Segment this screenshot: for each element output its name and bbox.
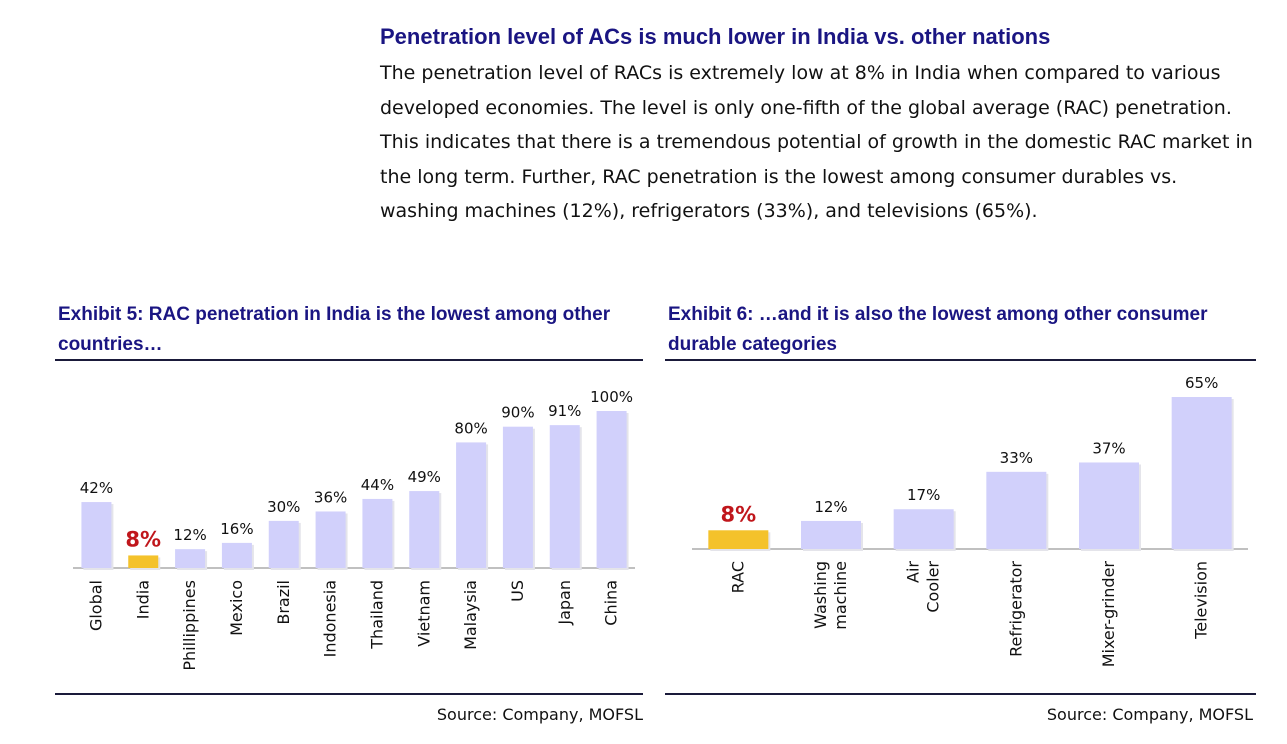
bar-phillippines — [175, 549, 206, 568]
bar-indonesia — [315, 511, 346, 568]
data-label-japan: 91% — [548, 402, 581, 420]
bar-mixer-grinder — [1079, 462, 1139, 549]
tick-label-mexico: Mexico — [227, 580, 246, 636]
data-label-rac: 8% — [721, 502, 757, 526]
bar-air-cooler — [893, 509, 954, 549]
data-label-global: 42% — [80, 479, 113, 497]
bar-global — [81, 502, 112, 568]
intro-section: Penetration level of ACs is much lower i… — [380, 24, 1260, 229]
tick-label-china: China — [602, 580, 621, 626]
intro-title: Penetration level of ACs is much lower i… — [380, 24, 1051, 49]
data-label-indonesia: 36% — [314, 488, 347, 506]
data-label-india: 8% — [125, 527, 161, 551]
tick-label-air-cooler: AirCooler — [904, 561, 943, 613]
intro-body: The penetration level of RACs is extreme… — [380, 62, 1253, 222]
bar-washing-machine — [801, 520, 861, 549]
bar-japan — [549, 425, 580, 568]
bar-china — [596, 411, 627, 568]
exhibit-6-title: Exhibit 6: …and it is also the lowest am… — [668, 304, 1208, 355]
tick-label-japan: Japan — [555, 580, 574, 626]
tick-label-rac: RAC — [728, 561, 747, 593]
tick-label-refrigerator: Refrigerator — [1006, 561, 1025, 657]
data-label-vietnam: 49% — [408, 468, 441, 486]
bar-india — [128, 555, 159, 568]
bar-television — [1171, 397, 1232, 549]
tick-label-us: US — [508, 580, 527, 602]
tick-label-global: Global — [86, 580, 105, 631]
data-label-brazil: 30% — [267, 498, 300, 516]
bar-us — [502, 426, 533, 568]
data-label-china: 100% — [590, 388, 633, 406]
tick-label-phillippines: Phillippines — [180, 580, 199, 671]
data-label-phillippines: 12% — [173, 526, 206, 544]
tick-label-indonesia: Indonesia — [321, 580, 340, 657]
data-label-us: 90% — [501, 404, 534, 422]
bar-brazil — [268, 520, 299, 568]
exhibit-5-title: Exhibit 5: RAC penetration in India is t… — [58, 304, 611, 355]
data-label-refrigerator: 33% — [1000, 449, 1033, 467]
tick-label-india: India — [133, 580, 152, 619]
tick-label-brazil: Brazil — [274, 580, 293, 625]
exhibit-5-bottom-rule — [55, 693, 643, 695]
bar-rac — [708, 530, 769, 549]
tick-label-thailand: Thailand — [367, 580, 386, 650]
bar-vietnam — [409, 491, 440, 568]
exhibit-6-bottom-rule — [665, 693, 1256, 695]
exhibit-5-chart: 42% Global 8% India 12% Phillippines 16% Mexico… — [73, 388, 635, 671]
exhibit-5-source: Source: Company, MOFSL — [436, 705, 643, 724]
exhibit-6-top-rule — [665, 359, 1256, 361]
data-label-air-cooler: 17% — [907, 486, 940, 504]
data-label-mixer-grinder: 37% — [1092, 439, 1125, 457]
tick-label-vietnam: Vietnam — [414, 580, 433, 647]
tick-label-television: Television — [1192, 561, 1211, 640]
exhibit-6-header: Exhibit 6: …and it is also the lowest am… — [668, 300, 1268, 360]
tick-label-washing-machine: Washingmachine — [811, 561, 850, 630]
exhibit-5-header: Exhibit 5: RAC penetration in India is t… — [58, 300, 618, 360]
tick-label-mixer-grinder: Mixer-grinder — [1099, 561, 1118, 668]
exhibit-5-top-rule — [55, 359, 643, 361]
tick-label-malaysia: Malaysia — [461, 580, 480, 650]
bar-mexico — [221, 542, 252, 568]
data-label-television: 65% — [1185, 374, 1218, 392]
bar-refrigerator — [986, 471, 1047, 549]
bar-thailand — [362, 498, 393, 568]
data-label-thailand: 44% — [361, 476, 394, 494]
bar-malaysia — [456, 442, 487, 568]
data-label-malaysia: 80% — [454, 419, 487, 437]
data-label-washing-machine: 12% — [814, 498, 847, 516]
data-label-mexico: 16% — [220, 520, 253, 538]
exhibit-6-source: Source: Company, MOFSL — [1046, 705, 1253, 724]
exhibit-6-chart: 8% RAC 12% Washingmachine 17% AirCooler 33% Ref… — [692, 374, 1248, 668]
